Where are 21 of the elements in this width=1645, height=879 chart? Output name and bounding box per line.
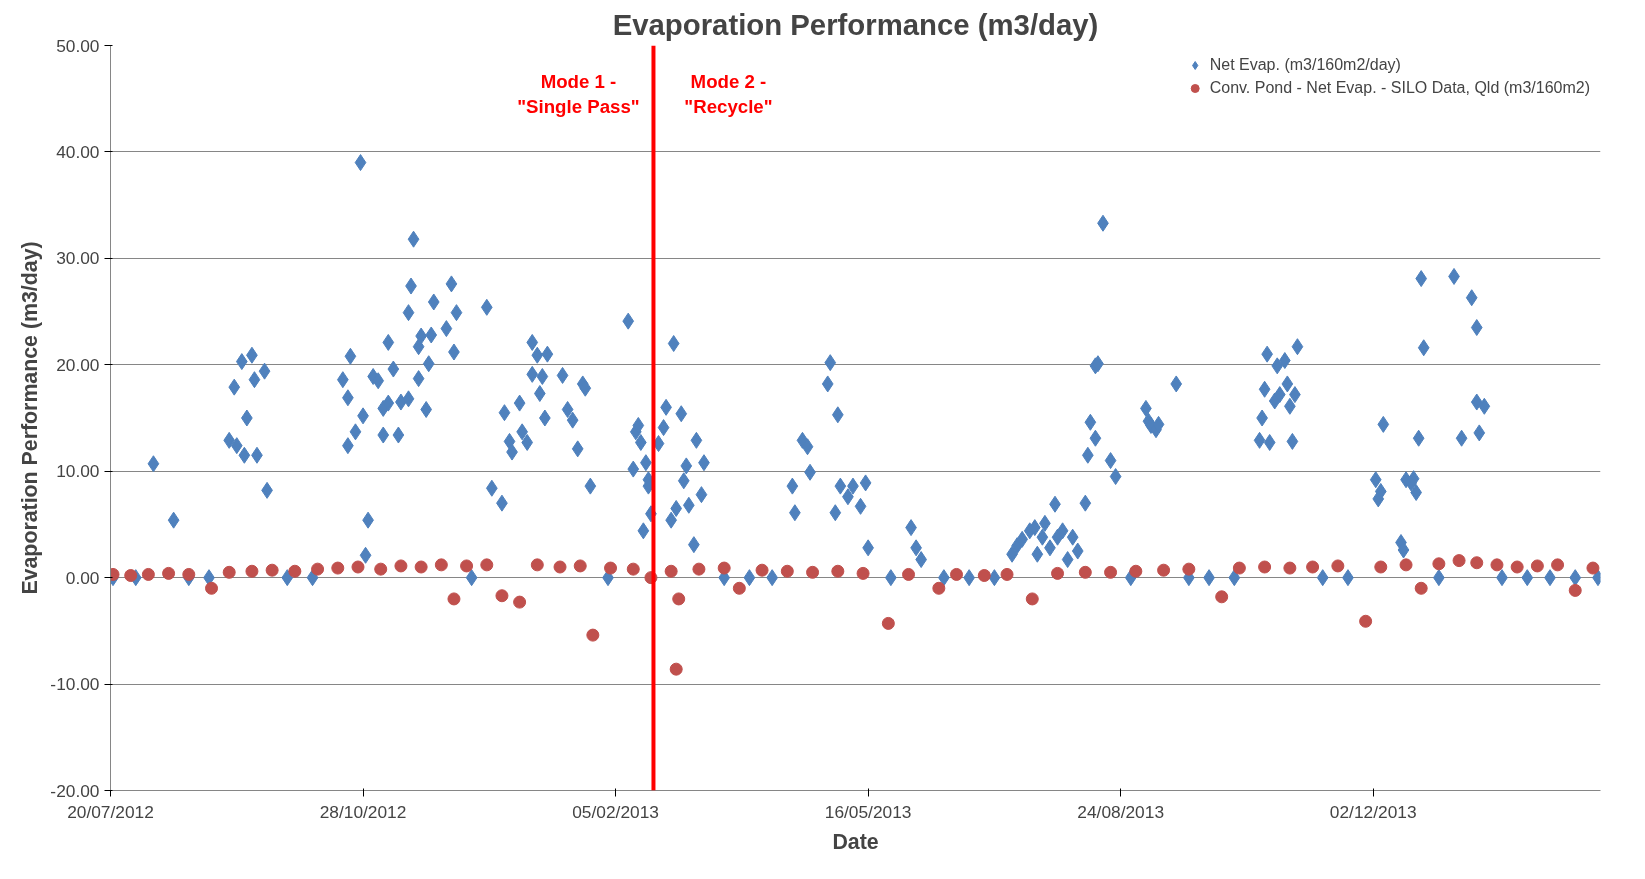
x-tick-label: 02/12/2013 — [1329, 801, 1417, 822]
y-tick-label: 20.00 — [56, 354, 100, 375]
chart-title: Evaporation Performance (m3/day) — [612, 7, 1099, 41]
legend-label: Conv. Pond - Net Evap. - SILO Data, Qld (m3/160m2) — [1209, 79, 1590, 97]
y-tick-label: 50.00 — [56, 35, 100, 56]
x-tick-label: 24/08/2013 — [1077, 801, 1165, 822]
y-tick-label: 0.00 — [65, 567, 100, 588]
y-axis-title: Evaporation Performance (m3/day) — [18, 241, 43, 595]
x-axis-title: Date — [832, 829, 879, 854]
y-tick-label: 10.00 — [56, 461, 100, 482]
y-tick-label: 30.00 — [56, 248, 100, 269]
x-tick-label: 20/07/2012 — [67, 801, 154, 822]
y-tick-label: 40.00 — [56, 141, 100, 162]
x-tick-label: 05/02/2013 — [572, 801, 659, 822]
legend-label: Net Evap. (m3/160m2/day) — [1209, 56, 1401, 74]
x-tick-label: 28/10/2012 — [319, 801, 407, 822]
y-tick-label: -20.00 — [50, 780, 100, 801]
annotation: Mode 1 - "Single Pass" — [517, 70, 640, 117]
x-tick-label: 16/05/2013 — [824, 801, 912, 822]
annotation: Mode 2 - "Recycle" — [684, 70, 773, 117]
y-tick-label: -10.00 — [50, 674, 100, 695]
